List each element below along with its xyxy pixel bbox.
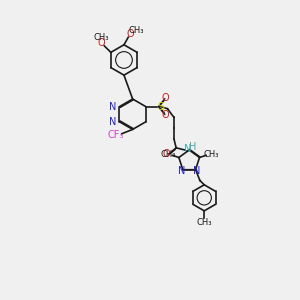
Text: N: N [109,102,116,112]
Text: O: O [163,149,170,159]
Text: O: O [161,93,169,103]
Text: O: O [97,38,105,48]
Text: CH₃: CH₃ [128,26,144,35]
Text: CH₃: CH₃ [93,33,109,42]
Text: N: N [109,117,116,127]
Text: CH₃: CH₃ [160,150,176,159]
Text: N: N [193,166,200,176]
Text: S: S [158,102,165,112]
Text: O: O [161,110,169,120]
Text: CF₃: CF₃ [107,130,124,140]
Text: CH₃: CH₃ [204,150,219,159]
Text: N: N [184,144,192,154]
Text: CH₃: CH₃ [196,218,212,227]
Text: N: N [178,166,185,176]
Text: O: O [127,29,134,39]
Text: H: H [189,142,196,152]
